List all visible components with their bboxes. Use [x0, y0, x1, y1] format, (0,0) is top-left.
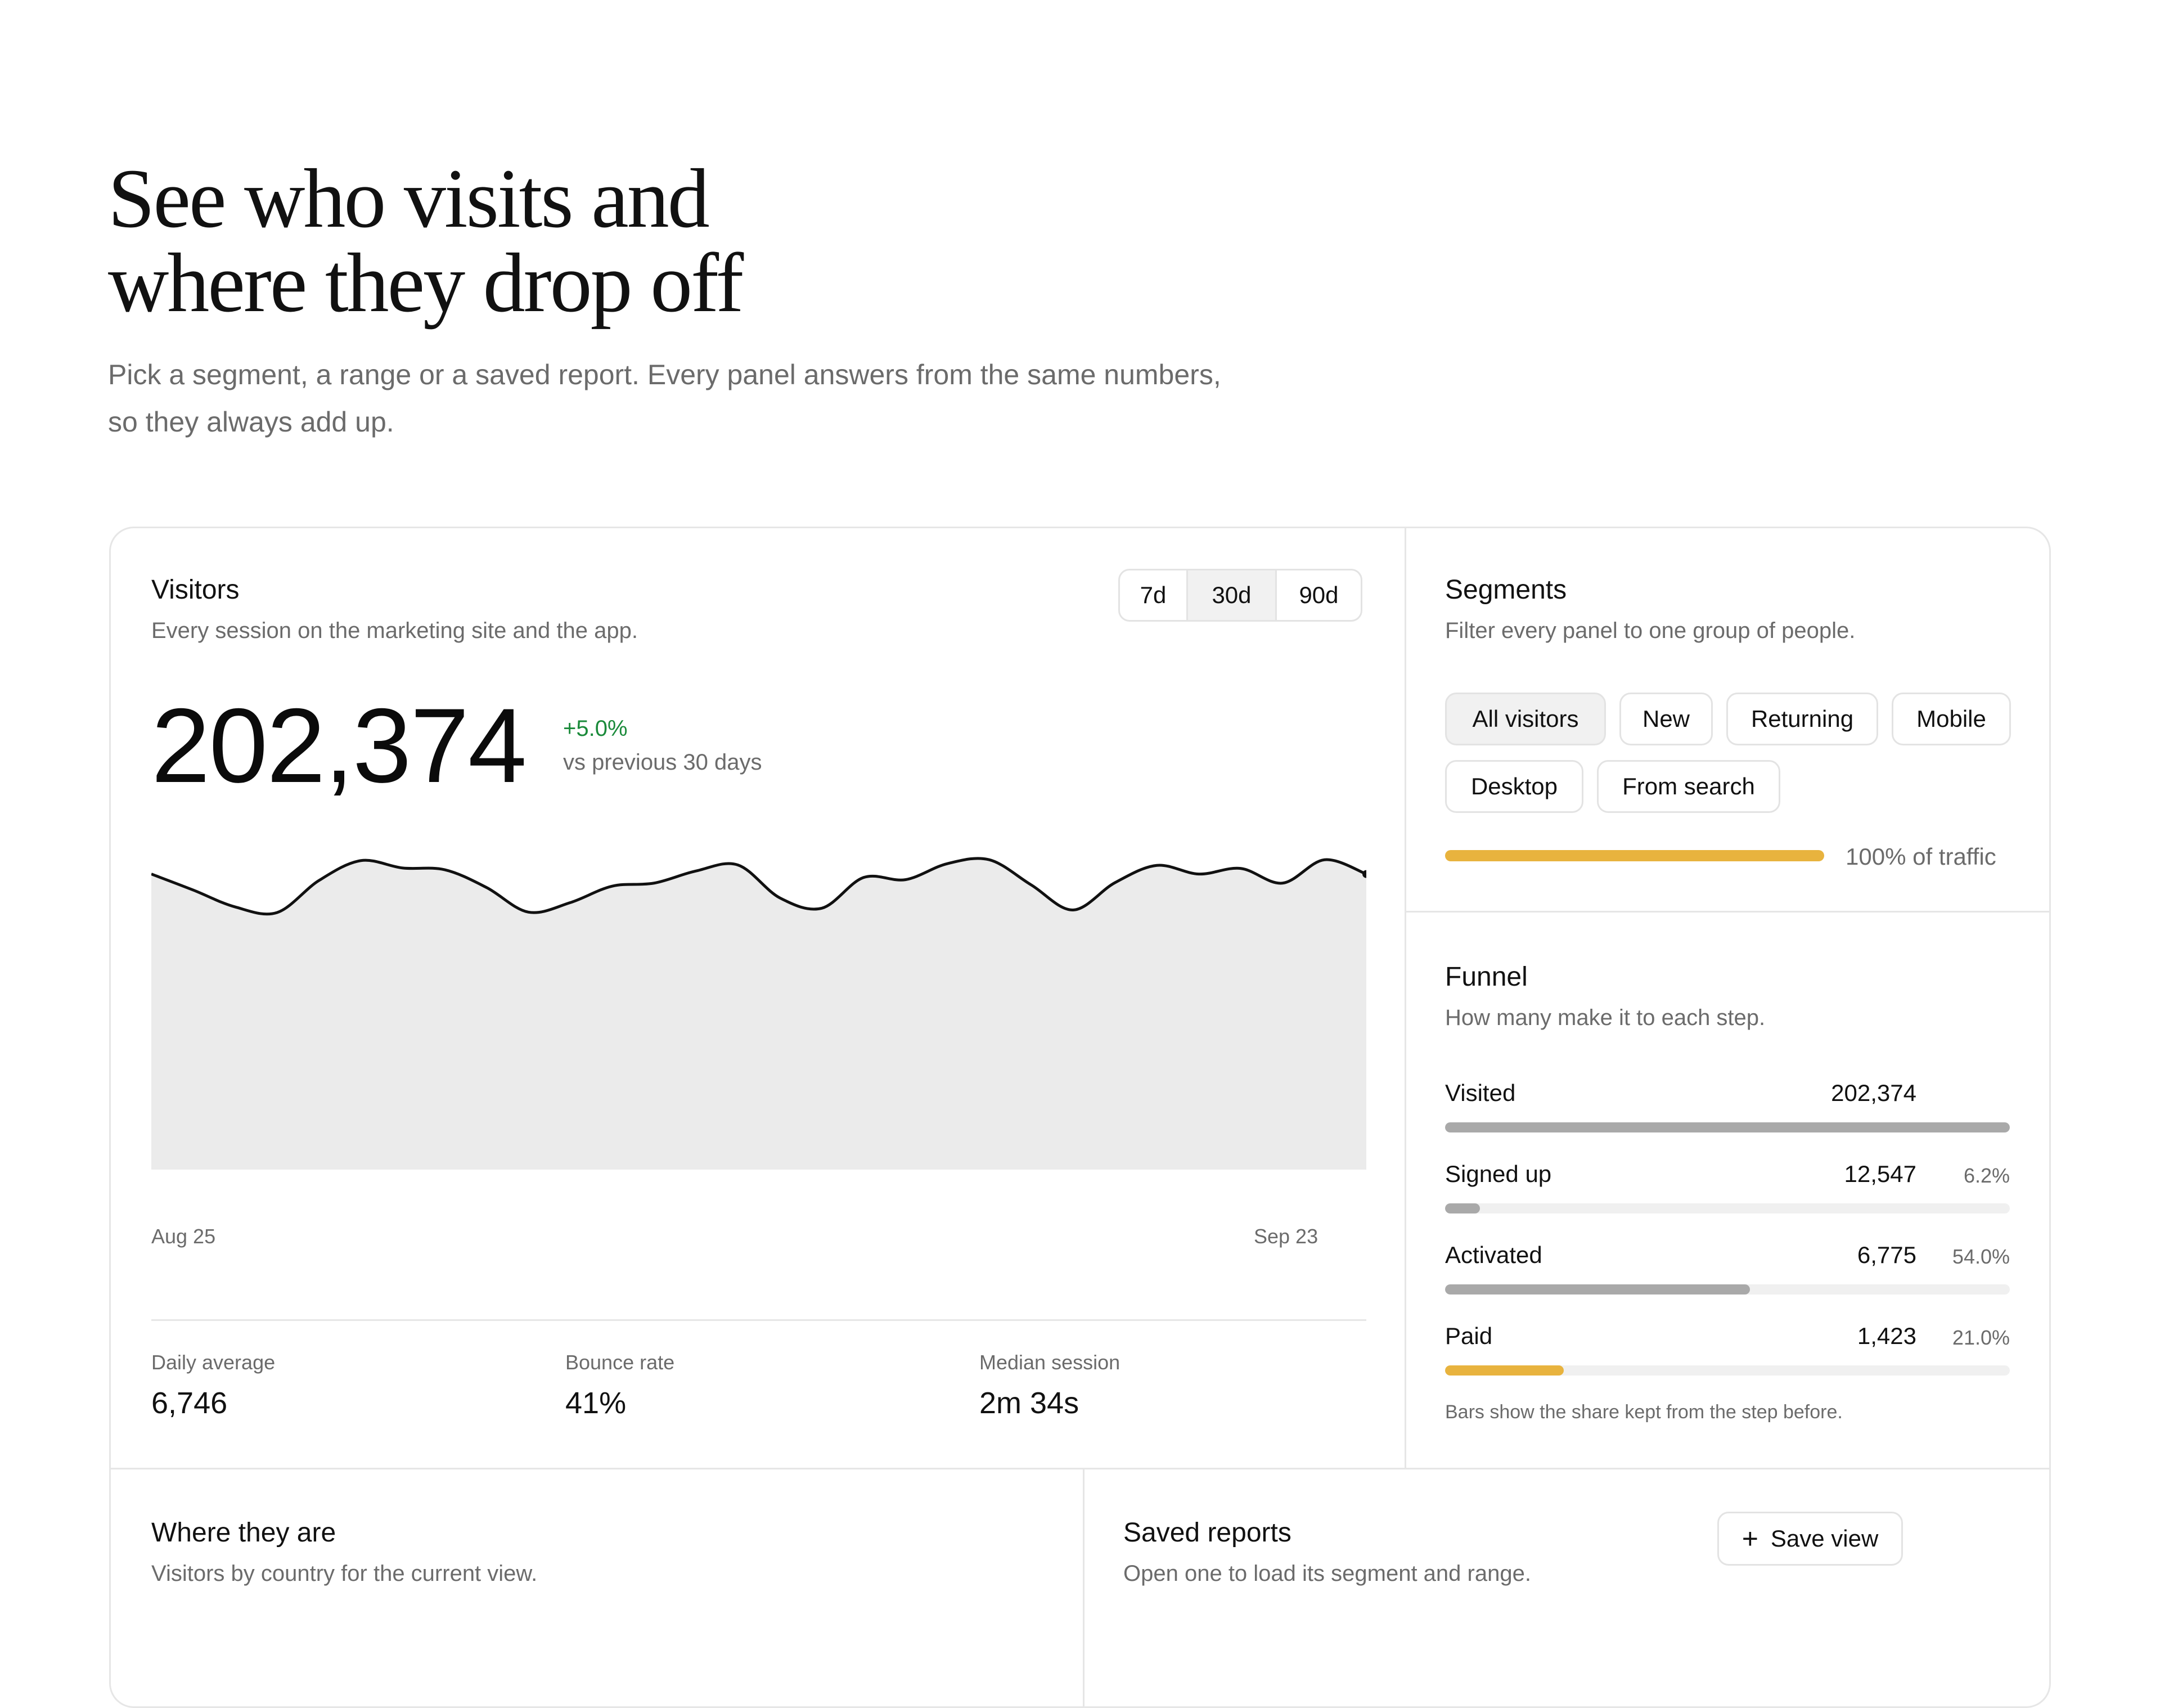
stat-value-median-session: 2m 34s [979, 1386, 1079, 1420]
chart-point [1155, 864, 1159, 867]
funnel-step-name-activated: Activated [1445, 1242, 1542, 1268]
chart-point [401, 866, 404, 870]
chart-point [988, 858, 991, 861]
stat-label-bounce-rate: Bounce rate [565, 1351, 675, 1374]
funnel-step-name-paid: Paid [1445, 1323, 1493, 1349]
chart-point [694, 869, 698, 873]
traffic-share-bar [1445, 850, 1824, 861]
funnel-note: Bars show the share kept from the step b… [1445, 1401, 1843, 1423]
range-option-30d[interactable]: 30d [1188, 570, 1277, 620]
visitors-comparison: vs previous 30 days [563, 750, 762, 775]
segment-chip-mobile[interactable]: Mobile [1892, 693, 2011, 745]
chart-point [443, 868, 446, 871]
segment-chip-desktop[interactable]: Desktop [1445, 760, 1583, 813]
funnel-step-name-signed-up: Signed up [1445, 1161, 1552, 1187]
stats-divider [151, 1319, 1366, 1321]
column-divider [1405, 528, 1406, 1468]
chart-last-point [1362, 870, 1366, 878]
funnel-step-bar-visited [1445, 1122, 2010, 1132]
save-view-button[interactable]: + Save view [1717, 1512, 1903, 1566]
chart-series-line [151, 857, 1366, 916]
funnel-step-count-visited: 202,374 [1831, 1080, 1916, 1106]
funnel-step-track-paid [1445, 1365, 2010, 1376]
chart-point [485, 886, 488, 889]
chart-point [1113, 881, 1117, 884]
chart-point [1072, 908, 1075, 911]
chart-point [317, 879, 321, 882]
geo-subtitle: Visitors by country for the current view… [151, 1561, 538, 1586]
chart-point [1281, 882, 1284, 885]
stat-value-daily-average: 6,746 [151, 1386, 228, 1420]
chart-point [946, 862, 949, 865]
chart-point [820, 906, 824, 910]
chart-point [1239, 867, 1243, 870]
visitors-delta: +5.0% [563, 716, 628, 741]
range-option-90d[interactable]: 90d [1299, 582, 1339, 608]
x-tick-end: Sep 23 [1254, 1225, 1318, 1248]
chart-point [1197, 873, 1200, 876]
segments-subtitle: Filter every panel to one group of peopl… [1445, 618, 1856, 643]
chart-point [610, 884, 614, 888]
stat-label-daily-average: Daily average [151, 1351, 276, 1374]
chart-point [191, 888, 195, 892]
funnel-step-track-activated [1445, 1284, 2010, 1295]
visitors-subtitle: Every session on the marketing site and … [151, 618, 638, 643]
saved-reports-subtitle: Open one to load its segment and range. [1123, 1561, 1531, 1586]
chart-point [652, 882, 656, 885]
chart-point [275, 911, 278, 914]
funnel-step-count-paid: 1,423 [1857, 1323, 1916, 1349]
page-subtitle: Pick a segment, a range or a saved repor… [108, 359, 1221, 438]
page-title: See who visits and where they drop off [108, 152, 744, 330]
bottom-row-divider [111, 1468, 2049, 1469]
funnel-step-count-signed-up: 12,547 [1844, 1161, 1916, 1187]
page-title-line-2: where they drop off [108, 236, 744, 330]
chart-point [904, 878, 907, 882]
chart-point [862, 876, 865, 879]
visitors-area-chart [151, 857, 1366, 1170]
chart-point [233, 905, 237, 909]
funnel-subtitle: How many make it to each step. [1445, 1005, 1766, 1030]
stat-label-median-session: Median session [979, 1351, 1120, 1374]
segment-chip-new[interactable]: New [1619, 693, 1713, 745]
saved-reports-title: Saved reports [1123, 1518, 1292, 1548]
funnel-step-bar-signed-up [1445, 1203, 1480, 1213]
chart-point [359, 859, 362, 862]
save-view-label: Save view [1770, 1525, 1879, 1552]
funnel-step-track-visited [1445, 1122, 2010, 1132]
chart-point [736, 863, 740, 866]
x-tick-start: Aug 25 [151, 1225, 216, 1248]
visitors-total: 202,374 [151, 686, 527, 804]
chart-area-fill [151, 858, 1366, 1170]
dashboard-card: Visitors Every session on the marketing … [109, 527, 2051, 1708]
stat-value-bounce-rate: 41% [565, 1386, 627, 1420]
funnel-step-bar-paid [1445, 1365, 1564, 1376]
funnel-step-pct-paid: 21.0% [1952, 1326, 2010, 1349]
funnel-step-bar-activated [1445, 1284, 1750, 1295]
segment-chip-from-search[interactable]: From search [1597, 760, 1780, 813]
page-title-line-1: See who visits and [108, 152, 710, 245]
funnel-title: Funnel [1445, 962, 1528, 992]
plus-icon: + [1742, 1523, 1758, 1554]
range-toggle: 7d 30d 90d [1118, 569, 1362, 622]
segment-chip-returning[interactable]: Returning [1726, 693, 1878, 745]
funnel-step-count-activated: 6,775 [1857, 1242, 1916, 1268]
chart-point [526, 910, 530, 914]
traffic-share-label: 100% of traffic [1846, 843, 1996, 870]
chart-point [778, 896, 781, 900]
funnel-step-pct-signed-up: 6.2% [1963, 1164, 2010, 1187]
segments-title: Segments [1445, 575, 1567, 605]
segment-chip-all-visitors[interactable]: All visitors [1445, 693, 1606, 745]
geo-title: Where they are [151, 1518, 336, 1548]
chart-point [1029, 883, 1033, 887]
visitors-title: Visitors [151, 575, 240, 605]
funnel-step-name-visited: Visited [1445, 1080, 1516, 1106]
chart-point [1323, 858, 1326, 861]
segments-funnel-divider [1405, 911, 2049, 913]
page: See who visits and where they drop off P… [108, 152, 2051, 1708]
funnel-step-pct-activated: 54.0% [1952, 1245, 2010, 1268]
funnel-step-track-signed-up [1445, 1203, 2010, 1213]
range-option-7d[interactable]: 7d [1120, 570, 1188, 620]
bottom-column-divider [1083, 1468, 1084, 1706]
chart-point [569, 901, 572, 904]
